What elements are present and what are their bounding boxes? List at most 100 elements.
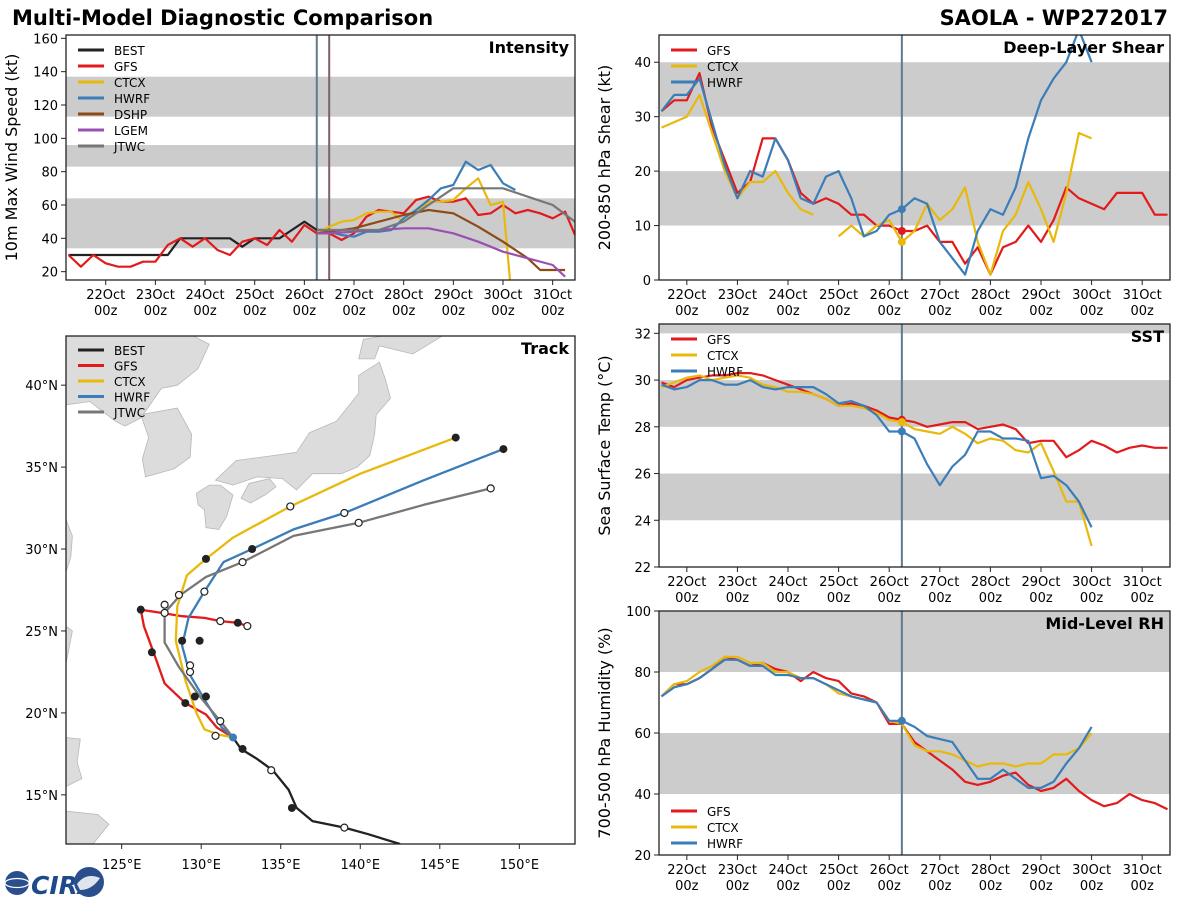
sst-panel: 22242628303222Oct00z23Oct00z24Oct00z25Oc… <box>595 324 1170 606</box>
sst-xtick-label-hour: 00z <box>726 591 750 606</box>
track-point-jtwc-open <box>175 591 182 598</box>
track-point-jtwc-open <box>212 732 219 739</box>
shear-xtick-label-day: 28Oct <box>971 288 1010 303</box>
intensity-xtick-label-day: 30Oct <box>483 288 522 303</box>
track-point-jtwc-open <box>487 485 494 492</box>
shear-xtick-label-hour: 00z <box>1080 304 1104 319</box>
intensity-panel: 2040608010012014016022Oct00z23Oct00z24Oc… <box>2 32 575 319</box>
rh-xtick-label-day: 28Oct <box>971 863 1010 878</box>
track-point-jtwc-open <box>355 519 362 526</box>
rh-plot-area <box>659 611 1170 855</box>
track-point-hwrf-open <box>201 588 208 595</box>
intensity-ytick-label: 100 <box>33 132 58 147</box>
track-xtick-label: 130°E <box>181 858 221 873</box>
rh-xtick-label-hour: 00z <box>1130 879 1154 894</box>
sst-xtick-label-hour: 00z <box>1130 591 1154 606</box>
sst-band-1 <box>659 380 1170 427</box>
shear-xtick-label-hour: 00z <box>827 304 851 319</box>
track-title: Track <box>521 339 569 358</box>
rh-legend-label-hwrf: HWRF <box>707 837 743 851</box>
rh-xtick-label-hour: 00z <box>776 879 800 894</box>
track-point-hwrf-filled <box>178 637 186 645</box>
track-point-hwrf-filled <box>248 545 256 553</box>
sst-ylabel: Sea Surface Temp (°C) <box>595 355 614 535</box>
intensity-xtick-label-day: 31Oct <box>533 288 572 303</box>
track-point-gfs-filled <box>181 699 189 707</box>
intensity-xtick-label-day: 22Oct <box>86 288 125 303</box>
sst-title: SST <box>1131 327 1164 346</box>
shear-xtick-label-hour: 00z <box>776 304 800 319</box>
sst-xtick-label-day: 23Oct <box>718 575 757 590</box>
track-xtick-label: 125°E <box>102 858 142 873</box>
intensity-ytick-label: 140 <box>33 66 58 81</box>
rh-title: Mid-Level RH <box>1045 614 1164 633</box>
intensity-ytick-label: 60 <box>41 199 58 214</box>
sst-xtick-label-hour: 00z <box>675 591 699 606</box>
shear-ytick-label: 10 <box>634 220 651 235</box>
intensity-ylabel: 10m Max Wind Speed (kt) <box>2 54 21 262</box>
rh-ylabel: 700-500 hPa Humidity (%) <box>595 627 614 838</box>
rh-xtick-label-hour: 00z <box>878 879 902 894</box>
shear-xtick-label-day: 26Oct <box>870 288 909 303</box>
rh-ytick-label: 20 <box>634 849 651 864</box>
shear-legend-label-ctcx: CTCX <box>707 60 739 74</box>
track-xtick-label: 145°E <box>420 858 460 873</box>
intensity-xtick-label-day: 26Oct <box>285 288 324 303</box>
track-ytick-label: 40°N <box>25 379 58 394</box>
sst-xtick-label-day: 28Oct <box>971 575 1010 590</box>
shear-legend-label-gfs: GFS <box>707 44 731 58</box>
intensity-legend-label-gfs: GFS <box>114 60 138 74</box>
intensity-legend-label-hwrf: HWRF <box>114 92 150 106</box>
intensity-xtick-label-hour: 00z <box>541 304 565 319</box>
sst-xtick-label-hour: 00z <box>979 591 1003 606</box>
figure-canvas: Multi-Model Diagnostic Comparison SAOLA … <box>0 0 1200 900</box>
shear-panel: 01020304022Oct00z23Oct00z24Oct00z25Oct00… <box>595 30 1170 319</box>
track-point-jtwc-open <box>161 609 168 616</box>
track-current-position <box>229 733 237 741</box>
shear-xtick-label-day: 23Oct <box>718 288 757 303</box>
sst-ytick-label: 30 <box>634 374 651 389</box>
intensity-xtick-label-hour: 00z <box>94 304 118 319</box>
sst-ytick-label: 22 <box>634 561 651 576</box>
shear-ytick-label: 30 <box>634 111 651 126</box>
shear-legend-label-hwrf: HWRF <box>707 76 743 90</box>
track-point-jtwc-open <box>161 601 168 608</box>
track-point-jtwc-open <box>217 718 224 725</box>
shear-marker-hwrf <box>898 205 906 213</box>
intensity-title: Intensity <box>489 38 570 57</box>
track-legend-label-gfs: GFS <box>114 360 138 374</box>
intensity-legend-label-jtwc: JTWC <box>113 140 145 154</box>
intensity-xtick-label-day: 29Oct <box>434 288 473 303</box>
sst-xtick-label-day: 27Oct <box>920 575 959 590</box>
shear-xtick-label-day: 29Oct <box>1021 288 1060 303</box>
shear-marker-ctcx <box>898 238 906 246</box>
track-point-ctcx-filled <box>452 434 460 442</box>
sst-xtick-label-day: 30Oct <box>1072 575 1111 590</box>
shear-xtick-label-day: 22Oct <box>667 288 706 303</box>
rh-ytick-label: 60 <box>634 727 651 742</box>
sst-xtick-label-day: 24Oct <box>768 575 807 590</box>
shear-xtick-label-day: 31Oct <box>1123 288 1162 303</box>
intensity-xtick-label-hour: 00z <box>144 304 168 319</box>
shear-xtick-label-hour: 00z <box>1029 304 1053 319</box>
track-point-jtwc-open <box>187 662 194 669</box>
track-point-jtwc-open <box>187 668 194 675</box>
intensity-ytick-label: 80 <box>41 166 58 181</box>
sst-marker-hwrf <box>898 427 906 435</box>
sst-ytick-label: 28 <box>634 421 651 436</box>
intensity-legend-label-lgem: LGEM <box>114 124 148 138</box>
intensity-xtick-label-day: 27Oct <box>335 288 374 303</box>
figure-title: Multi-Model Diagnostic Comparison <box>12 6 433 30</box>
shear-xtick-label-hour: 00z <box>928 304 952 319</box>
intensity-xtick-label-hour: 00z <box>193 304 217 319</box>
sst-xtick-label-hour: 00z <box>776 591 800 606</box>
intensity-xtick-label-hour: 00z <box>491 304 515 319</box>
sst-band-0 <box>659 474 1170 521</box>
track-ytick-label: 30°N <box>25 543 58 558</box>
intensity-xtick-label-day: 28Oct <box>384 288 423 303</box>
track-point-jtwc-filled <box>196 637 204 645</box>
sst-xtick-label-day: 29Oct <box>1021 575 1060 590</box>
intensity-ytick-label: 20 <box>41 266 58 281</box>
rh-ytick-label: 100 <box>626 605 651 620</box>
rh-xtick-label-day: 27Oct <box>920 863 959 878</box>
